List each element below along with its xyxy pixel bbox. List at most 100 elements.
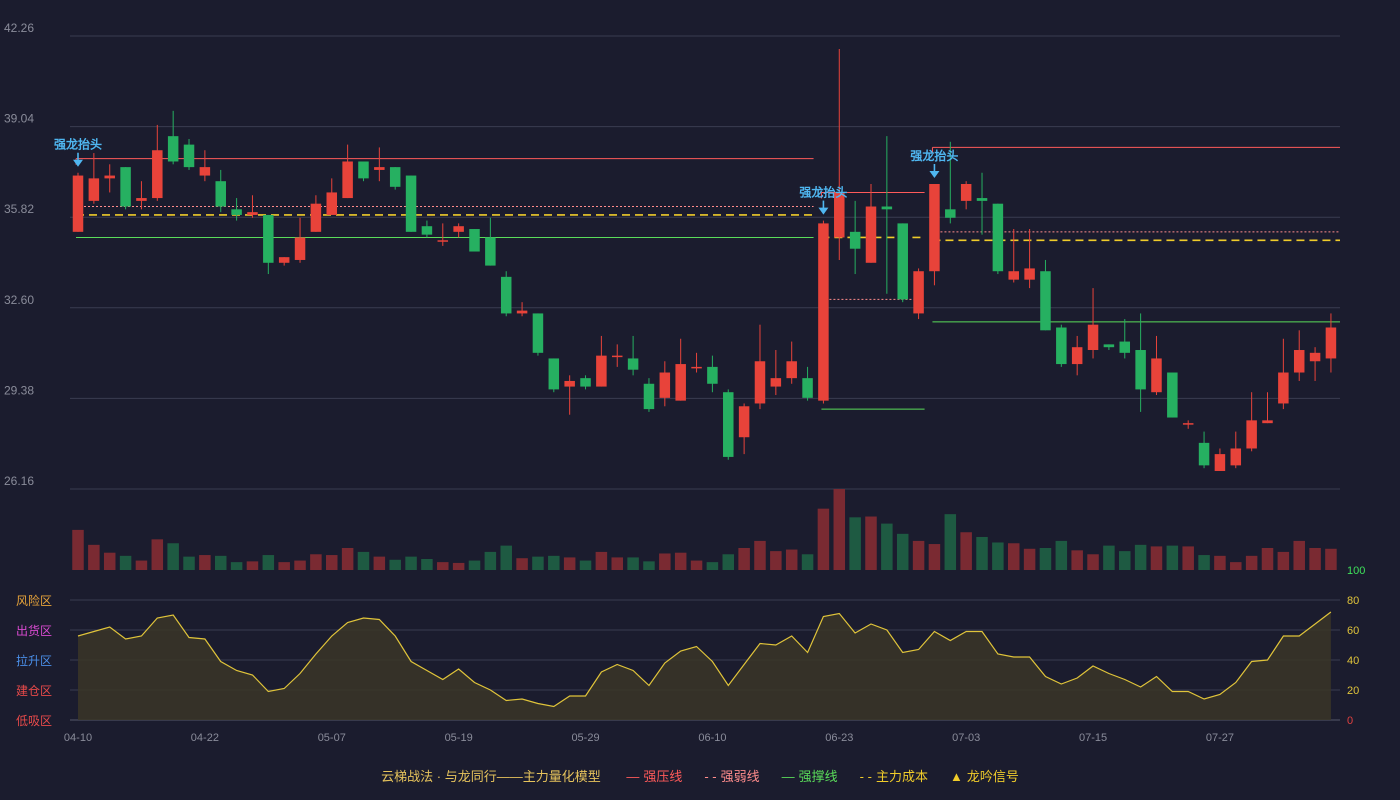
- volume-bar: [1055, 540, 1068, 570]
- oscillator-tick-label: 20: [1347, 685, 1359, 697]
- volume-bar: [785, 549, 798, 570]
- oscillator-tick-label: 40: [1347, 655, 1359, 667]
- volume-bar: [833, 489, 846, 570]
- candle-body: [1325, 327, 1337, 359]
- candle-body: [1198, 442, 1210, 466]
- candlesticks: [72, 48, 1337, 471]
- legend-item: - - 主力成本: [860, 769, 928, 784]
- candle-body: [1103, 344, 1115, 348]
- x-tick-label: 05-19: [445, 732, 473, 744]
- candle-body: [913, 271, 924, 314]
- volume-bar: [72, 529, 84, 570]
- candle-body: [88, 178, 100, 201]
- volume-bar: [563, 557, 576, 570]
- volume-bar: [88, 544, 100, 570]
- price-tick-label: 42.26: [4, 21, 34, 35]
- volume-bar: [595, 551, 608, 570]
- candle-body: [405, 175, 417, 232]
- x-tick-label: 04-22: [191, 732, 219, 744]
- volume-bar: [389, 559, 401, 570]
- volume-bar: [1103, 545, 1115, 570]
- price-tick-label: 32.60: [4, 293, 34, 307]
- candle-body: [976, 198, 988, 201]
- legend: 云梯战法 · 与龙同行——主力量化模型 — 强压线 - - 强弱线 — 强撑线 - - 主力成…: [0, 766, 1400, 785]
- legend-items: — 强压线 - - 强弱线 — 强撑线 - - 主力成本 ▲ 龙吟信号: [604, 769, 1019, 784]
- candle-body: [865, 206, 877, 263]
- candle-body: [818, 223, 829, 401]
- price-tick-label: 35.82: [4, 202, 34, 216]
- candle-body: [437, 240, 449, 242]
- candle-body: [945, 209, 956, 218]
- candle-body: [834, 192, 845, 238]
- candle-body: [881, 206, 893, 210]
- volume-bar: [659, 553, 671, 570]
- candle-body: [1135, 350, 1146, 390]
- candle-body: [310, 203, 322, 232]
- x-tick-label: 06-23: [825, 732, 853, 744]
- volume-bar: [674, 552, 687, 570]
- volume-bar: [706, 562, 719, 570]
- volume-bar: [405, 556, 417, 570]
- candle-body: [770, 378, 782, 387]
- signal-arrow-icon: [929, 170, 940, 178]
- volume-bar: [1087, 554, 1099, 570]
- candle-body: [643, 383, 655, 410]
- volume-bar: [754, 540, 766, 570]
- candle-body: [897, 223, 908, 300]
- oscillator-line: [77, 611, 1332, 708]
- volume-bar: [183, 556, 195, 570]
- x-tick-label: 07-03: [952, 732, 980, 744]
- volume-bar: [801, 554, 814, 570]
- volume-bar: [1182, 546, 1194, 570]
- volume-bar: [1230, 562, 1242, 570]
- candle-body: [263, 214, 274, 263]
- volume-bar: [373, 556, 386, 570]
- volume-bar: [119, 555, 132, 570]
- legend-title: 云梯战法 · 与龙同行——主力量化模型: [381, 769, 601, 784]
- x-tick-label: 05-07: [318, 732, 346, 744]
- volume-bar: [611, 557, 623, 570]
- candle-body: [1230, 448, 1242, 466]
- volume-bar: [1293, 540, 1305, 570]
- volume-bar: [326, 555, 338, 570]
- candle-body: [199, 167, 211, 176]
- candle-body: [1214, 454, 1226, 471]
- candle-body: [786, 361, 797, 379]
- candle-body: [215, 181, 226, 207]
- candle-body: [104, 175, 115, 179]
- volume-bar: [928, 544, 941, 570]
- candle-body: [849, 231, 861, 249]
- oscillator-tick-label: 100: [1347, 565, 1365, 577]
- price-tick-label: 39.04: [4, 112, 34, 126]
- candle-body: [374, 167, 385, 170]
- legend-symbol: —: [781, 769, 795, 784]
- volume-bar: [817, 508, 830, 570]
- grid-lines: [70, 35, 1340, 490]
- volume-bar: [1198, 555, 1210, 570]
- x-tick-label: 05-29: [571, 732, 599, 744]
- candle-body: [516, 310, 528, 314]
- candle-body: [326, 192, 338, 215]
- x-tick-label: 06-10: [698, 732, 726, 744]
- volume-bar: [103, 552, 116, 570]
- candle-body: [1151, 358, 1162, 393]
- volume-bar: [770, 551, 782, 570]
- candle-body: [611, 355, 623, 358]
- candle-body: [548, 358, 560, 390]
- legend-label: 强压线: [643, 769, 683, 784]
- volume-bar: [151, 539, 164, 570]
- signal-arrow-icon: [818, 207, 829, 215]
- candle-body: [1278, 372, 1289, 404]
- candle-body: [120, 167, 131, 207]
- volume-bar: [912, 540, 925, 570]
- volume-bar: [135, 560, 148, 570]
- candle-body: [754, 361, 766, 404]
- volume-bar: [230, 562, 243, 570]
- legend-label: 强弱线: [720, 769, 760, 784]
- volume-bar: [1166, 545, 1179, 570]
- candle-body: [152, 150, 163, 199]
- volume-bar: [1023, 548, 1036, 570]
